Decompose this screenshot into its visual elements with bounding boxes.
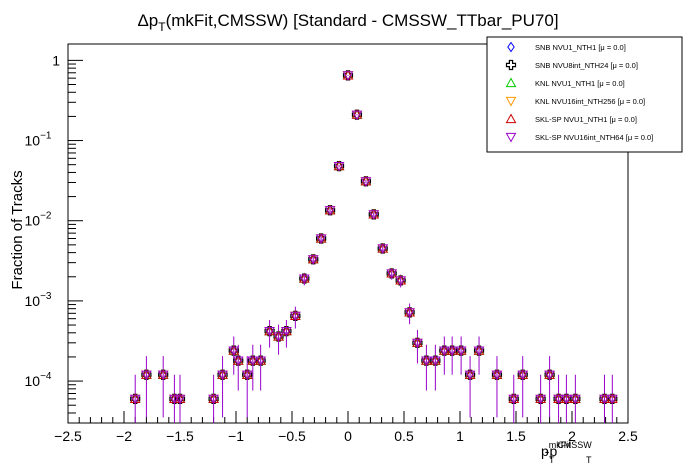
data-point — [241, 370, 253, 381]
legend: SNB NVU1_NTH1 [μ = 0.0] SNB NVU8int_NTH24… — [486, 36, 683, 153]
title-delta: Δp — [137, 11, 158, 30]
data-point — [264, 327, 275, 337]
data-point — [606, 394, 618, 405]
legend-marker — [505, 59, 517, 71]
data-point — [333, 162, 345, 172]
x-tick-label: −2 — [116, 428, 132, 444]
xlabel-sub1: T — [549, 455, 555, 465]
x-tick-label: −1.5 — [166, 428, 194, 444]
y-axis-label: Fraction of Tracks — [9, 170, 26, 289]
x-tick-label: 2.5 — [618, 428, 638, 444]
data-point — [174, 394, 186, 405]
data-point — [129, 394, 141, 405]
xlabel-mid: -p — [545, 443, 558, 459]
data-point — [315, 234, 327, 245]
data-point — [455, 346, 467, 357]
data-point — [491, 370, 503, 381]
y-axis-ticks: 10−4 10−3 10−2 10−1 1 — [25, 52, 83, 424]
legend-label: SKL-SP NVU16int_NTH64 [μ = 0.0] — [535, 133, 653, 142]
data-point — [324, 206, 336, 216]
data-point — [430, 356, 441, 367]
legend-label: KNL NVU16int_NTH256 [μ = 0.0] — [535, 97, 645, 106]
data-point — [228, 346, 240, 357]
x-tick-label: 0 — [344, 428, 352, 444]
data-point — [157, 370, 169, 381]
legend-marker — [505, 77, 517, 88]
data-point — [255, 356, 266, 367]
x-tick-label: 0.5 — [394, 428, 414, 444]
legend-label: SKL-SP NVU1_NTH1 [μ = 0.0] — [535, 115, 637, 124]
data-point — [247, 356, 259, 367]
x-axis-ticks: −2.5 −2 −1.5 −1 −0.5 0 0.5 1 1.5 2 2.5 — [54, 411, 638, 444]
data-point — [141, 370, 152, 381]
y-tick-label: 1 — [52, 52, 60, 68]
legend-marker — [505, 113, 517, 124]
legend-label: SNB NVU1_NTH1 [μ = 0.0] — [535, 43, 626, 52]
x-tick-label: −2.5 — [54, 428, 82, 444]
data-point — [368, 210, 380, 220]
data-point — [351, 110, 363, 121]
xlabel-p1: p — [541, 443, 549, 459]
data-point — [517, 370, 529, 381]
x-tick-label: 2 — [568, 428, 576, 444]
title-sub: T — [158, 20, 166, 34]
xlabel-sup2: CMSSW — [557, 440, 592, 450]
data-point — [290, 311, 301, 322]
y-tick-label: 10−4 — [25, 371, 52, 389]
data-point — [535, 394, 546, 405]
data-point — [508, 394, 520, 405]
data-point — [342, 71, 354, 81]
data-point — [232, 356, 244, 367]
x-axis-label: pmkFit-pCMSSW — [541, 440, 592, 459]
data-point — [570, 394, 581, 405]
data-point — [438, 346, 450, 357]
data-point — [561, 394, 572, 405]
data-point — [298, 274, 310, 285]
legend-label: SNB NVU8int_NTH24 [μ = 0.0] — [535, 61, 638, 70]
x-tick-label: 1 — [456, 428, 464, 444]
data-point — [446, 346, 458, 357]
data-point — [553, 394, 564, 405]
y-tick-label: 10−3 — [25, 291, 52, 309]
legend-marker — [507, 41, 515, 53]
y-tick-label: 10−2 — [25, 211, 52, 229]
legend-marker — [505, 132, 517, 143]
data-point — [377, 244, 389, 255]
data-point — [395, 276, 406, 286]
data-point — [599, 394, 610, 405]
data-point — [421, 356, 432, 367]
data-point — [169, 394, 180, 405]
data-point — [217, 370, 228, 381]
data-point — [464, 370, 476, 381]
chart-title: ΔpT(mkFit,CMSSW) [Standard - CMSSW_TTbar… — [137, 11, 558, 34]
y-tick-label: 10−1 — [25, 131, 52, 149]
data-point — [360, 177, 372, 187]
x-tick-label: 1.5 — [506, 428, 526, 444]
legend-label: KNL NVU1_NTH1 [μ = 0.0] — [535, 79, 625, 88]
x-tick-label: −0.5 — [278, 428, 306, 444]
legend-marker — [505, 96, 517, 107]
data-point — [404, 308, 415, 318]
data-point — [307, 255, 319, 265]
data-point — [273, 332, 284, 343]
xlabel-sub2: T — [586, 455, 592, 465]
data-point — [386, 269, 398, 279]
title-rest: (mkFit,CMSSW) [Standard - CMSSW_TTbar_PU… — [166, 11, 559, 30]
data-point — [412, 338, 423, 349]
data-markers — [129, 69, 618, 405]
data-point — [208, 394, 219, 405]
x-tick-label: −1 — [228, 428, 244, 444]
legend-box — [486, 36, 683, 153]
data-point — [473, 346, 485, 357]
data-point — [544, 370, 555, 381]
xlabel-sup1: mkFit — [549, 440, 571, 450]
data-point — [281, 327, 292, 337]
